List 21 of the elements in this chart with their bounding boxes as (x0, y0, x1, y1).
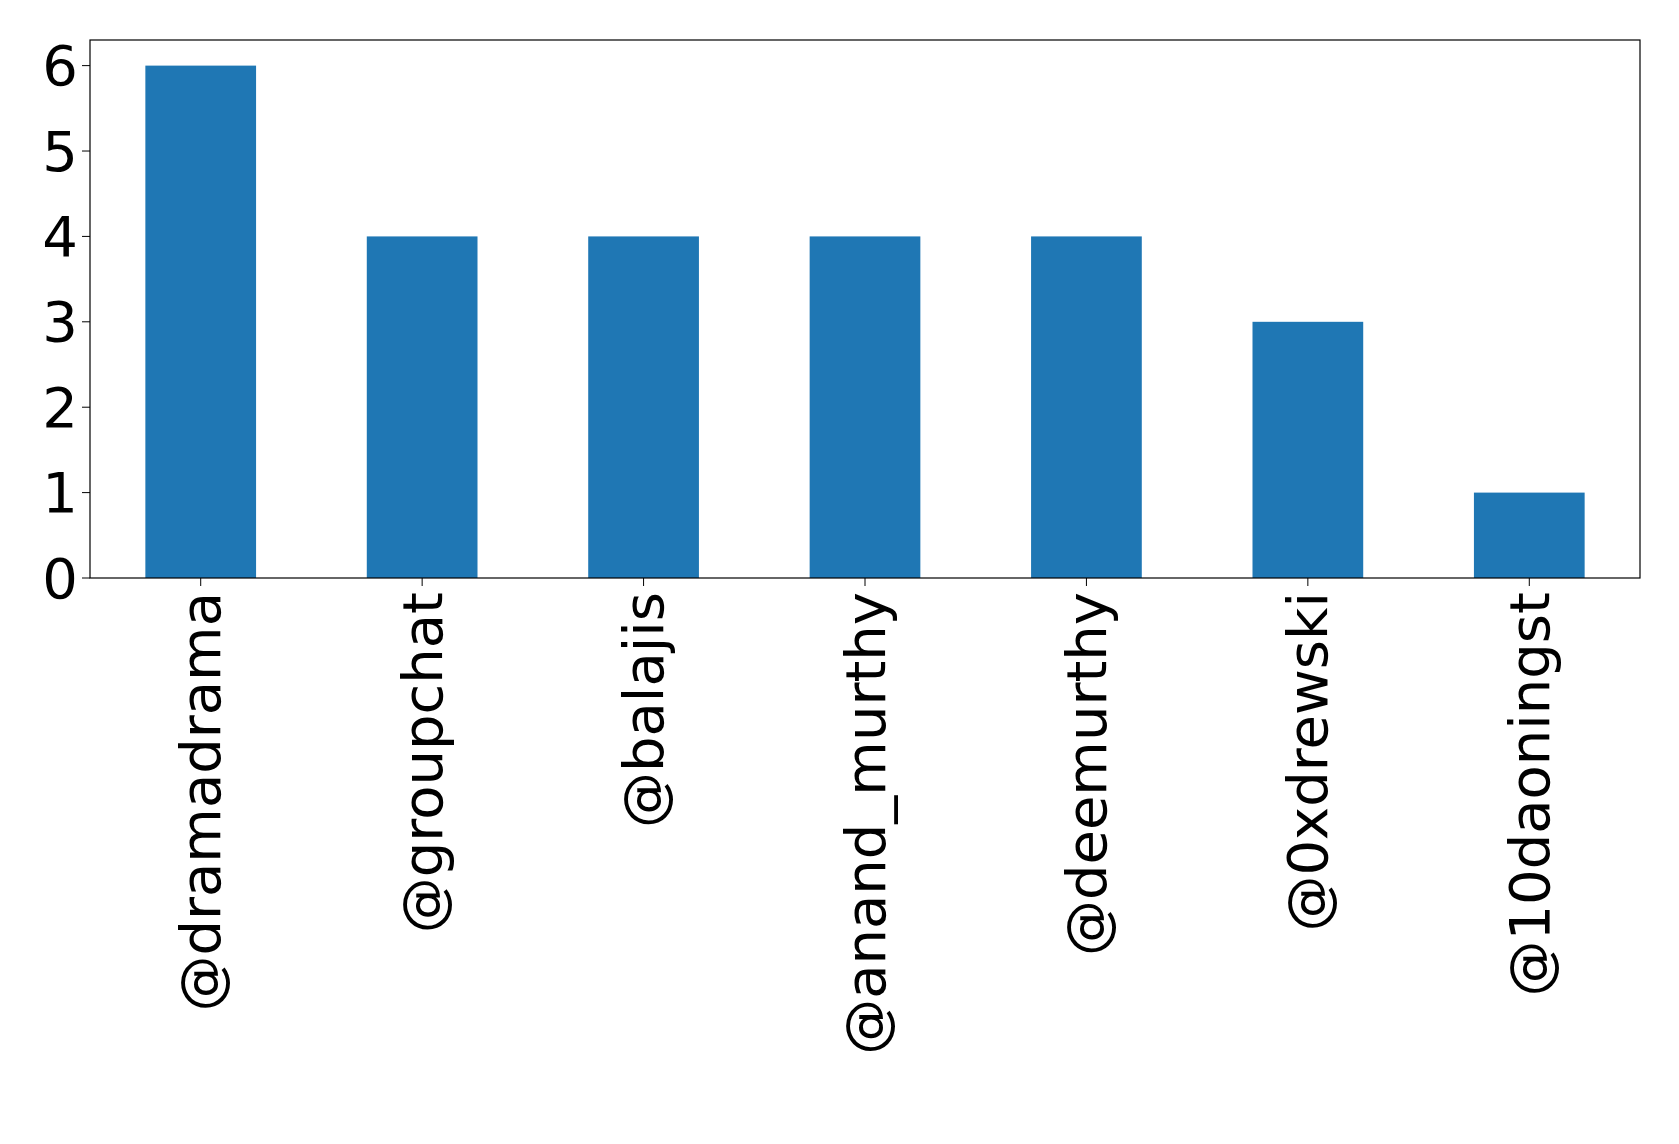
bar (145, 65, 257, 578)
y-tick-label: 0 (42, 545, 78, 611)
x-tick-label: @balajis (611, 592, 677, 829)
y-tick-label: 6 (42, 33, 78, 99)
x-tick-label: @0xdrewski (1275, 592, 1341, 932)
y-tick-label: 2 (42, 374, 78, 440)
bar (1473, 492, 1585, 578)
x-tick-label: @dramadrama (168, 592, 234, 1012)
bar (1252, 321, 1364, 578)
bar (1031, 236, 1142, 578)
bar (809, 236, 921, 578)
x-tick-label: @10daoningst (1496, 592, 1562, 997)
x-tick-label: @anand_murthy (832, 592, 898, 1055)
x-tick-label: @groupchat (389, 592, 455, 934)
y-tick-label: 3 (42, 289, 78, 355)
y-tick-label: 1 (42, 460, 78, 526)
bar (588, 236, 699, 578)
bar (366, 236, 478, 578)
y-tick-label: 5 (42, 118, 78, 184)
x-tick-label: @deemurthy (1054, 592, 1120, 957)
y-tick-label: 4 (42, 204, 78, 270)
